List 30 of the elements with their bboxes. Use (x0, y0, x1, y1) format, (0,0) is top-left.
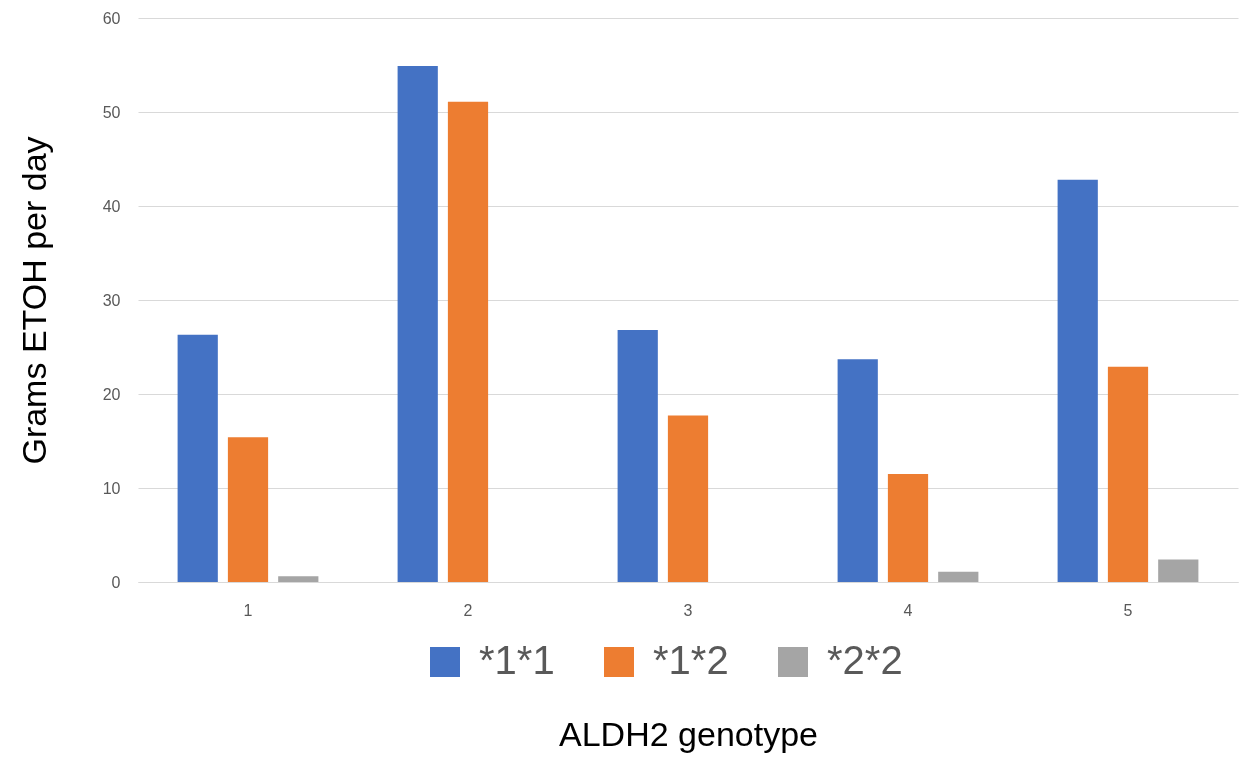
y-tick-label: 0 (111, 573, 121, 591)
bar (837, 359, 878, 582)
x-tick-label: 5 (1123, 601, 1133, 619)
bar (447, 101, 489, 582)
bar (887, 473, 929, 582)
x-tick-label: 1 (243, 601, 253, 619)
x-tick-label: 2 (463, 601, 473, 619)
bar (397, 65, 438, 582)
y-tick-label: 60 (102, 9, 121, 27)
y-axis-title: Grams ETOH per day (14, 136, 53, 465)
bar (1057, 179, 1098, 582)
y-tick-label: 10 (102, 479, 121, 497)
x-tick-label: 3 (683, 601, 693, 619)
y-tick-label: 50 (102, 103, 121, 121)
bar (1158, 559, 1199, 582)
bar (227, 437, 269, 582)
legend-label: *1*1 (479, 638, 555, 682)
bar (1107, 366, 1149, 582)
legend-label: *1*2 (653, 638, 729, 682)
x-axis-title: ALDH2 genotype (559, 714, 818, 753)
bar (617, 330, 658, 582)
bar (177, 334, 218, 582)
y-tick-label: 40 (102, 197, 121, 215)
legend-label: *2*2 (827, 638, 903, 682)
bar (667, 415, 709, 582)
y-tick-label: 30 (102, 291, 121, 309)
bar (938, 571, 979, 582)
bar (278, 576, 319, 582)
x-tick-label: 4 (903, 601, 913, 619)
y-tick-label: 20 (102, 385, 121, 403)
